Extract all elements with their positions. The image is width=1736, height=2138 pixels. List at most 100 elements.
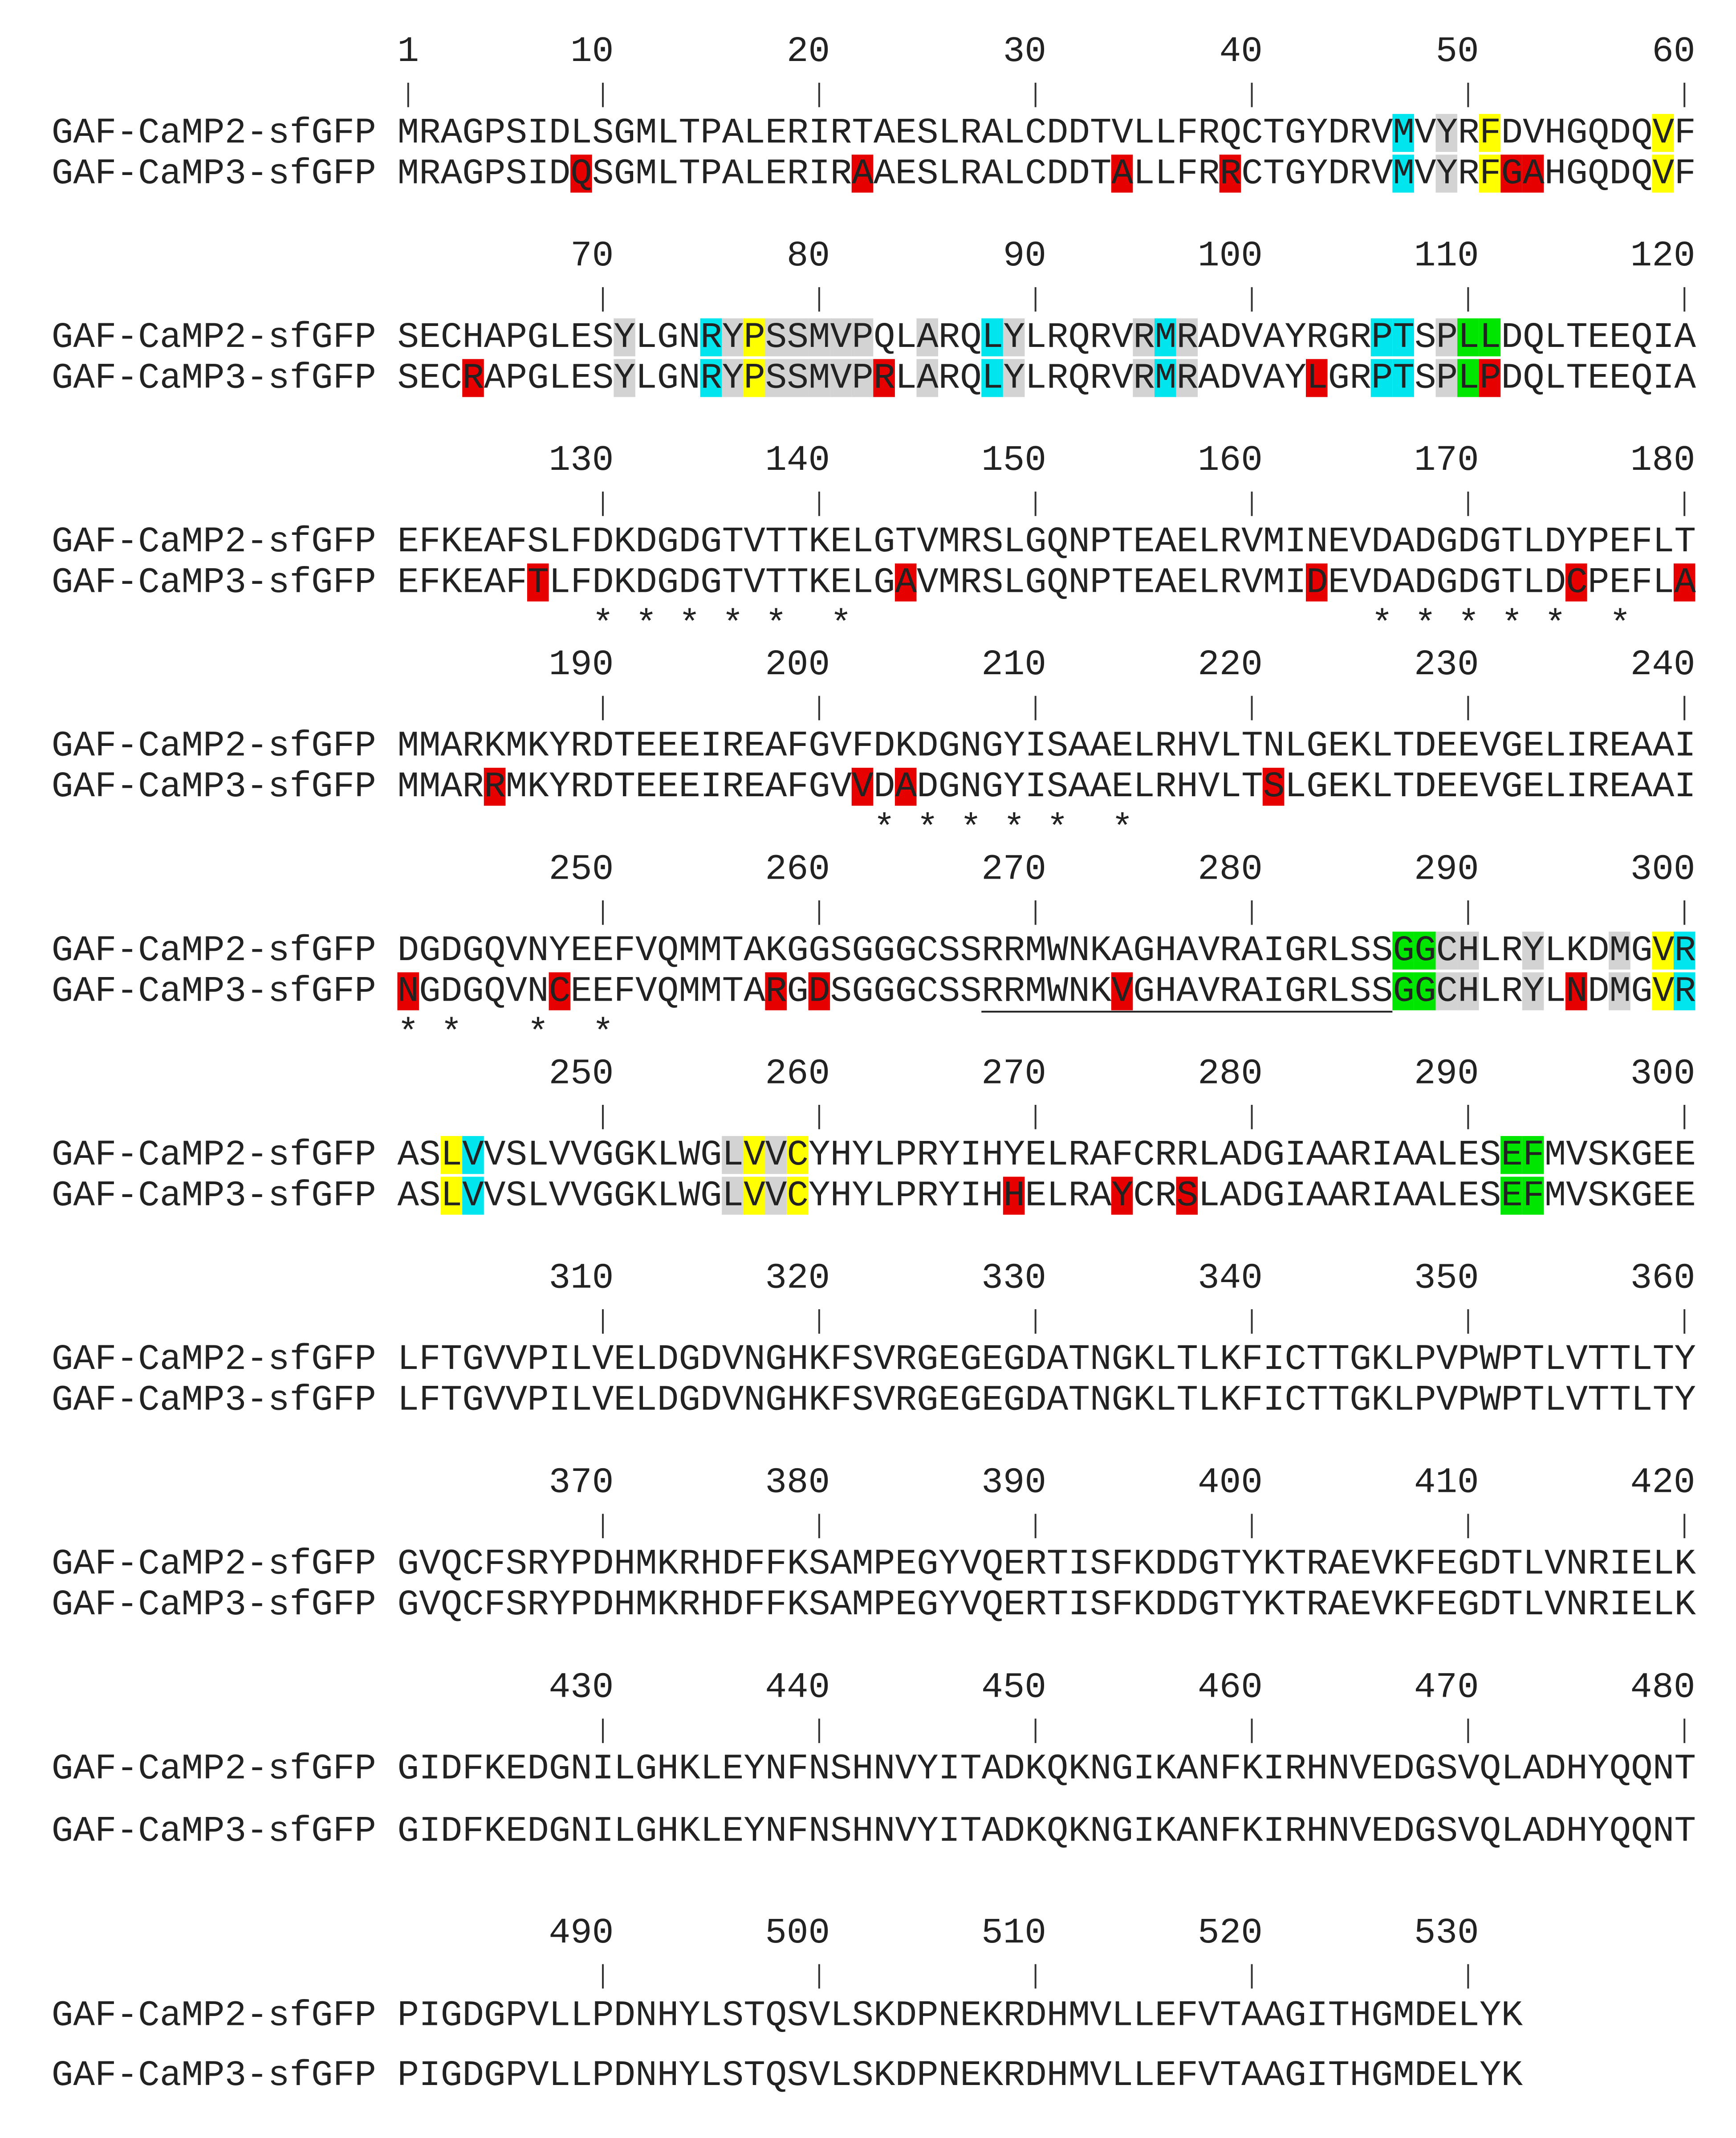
position-label: 410 <box>1414 1463 1479 1503</box>
residue-highlight <box>1435 972 1458 1010</box>
sequence: ASLVVSLVVGGKLWGLVVCYHYLPRYIHHELRAYCRSLAD… <box>397 1176 1695 1216</box>
residue-highlight <box>1565 563 1587 602</box>
residue-highlight <box>1479 114 1501 152</box>
residue-highlight <box>1522 931 1544 970</box>
residue-highlight <box>1176 359 1198 397</box>
sequence: MRAGPSIDQSGMLTPALERIRAAESLRALCDDTALLFRRC… <box>397 154 1695 194</box>
sequence: GIDFKEDGNILGHKLEYNFNSHNVYITADKQKNGIKANFK… <box>397 1749 1695 1789</box>
residue-highlight <box>1370 318 1393 357</box>
residue-highlight <box>808 359 830 397</box>
position-label: 430 <box>549 1668 614 1708</box>
residue-highlight <box>614 318 635 357</box>
residue-highlight <box>440 1177 463 1215</box>
sequence-name: GAF-CaMP2-sfGFP <box>52 113 376 154</box>
sequence-name: GAF-CaMP2-sfGFP <box>52 1135 376 1176</box>
position-label: 510 <box>981 1913 1046 1954</box>
residue-highlight <box>786 1136 809 1174</box>
residue-highlight <box>743 359 765 397</box>
residue-highlight <box>1392 318 1414 357</box>
position-label: 520 <box>1198 1913 1263 1954</box>
residue-highlight <box>1154 359 1176 397</box>
position-label: 300 <box>1630 849 1695 890</box>
position-label: 290 <box>1414 849 1479 890</box>
residue-highlight <box>1522 972 1544 1010</box>
residue-highlight <box>1414 972 1436 1010</box>
residue-highlight <box>397 972 419 1010</box>
sequence: LFTGVVPILVELDGDVNGHKFSVRGEGEGDATNGKLTLKF… <box>397 1380 1695 1421</box>
alignment-block: 310 320 330 340 350 360 GAF-CaMP2-sfGFP LFTGVVP… <box>52 1258 1696 1421</box>
sequence: SECRAPGLESYLGNRYPSSMVPRLARQLYLRQRVRMRADV… <box>397 358 1696 399</box>
position-label: 60 <box>1652 32 1695 72</box>
residue-highlight <box>851 768 874 806</box>
position-label: 120 <box>1630 236 1695 277</box>
position-label: 530 <box>1414 1913 1479 1954</box>
residue-highlight <box>1133 359 1155 397</box>
position-label: 160 <box>1198 440 1263 481</box>
residue-highlight <box>743 318 765 357</box>
sequence-name: GAF-CaMP3-sfGFP <box>52 1585 376 1625</box>
residue-highlight <box>527 563 549 602</box>
residue-highlight <box>786 359 809 397</box>
residue-highlight <box>1392 931 1414 970</box>
sequence: MMARRMKYRDTEEEIREAFGVVDADGNGYISAAELRHVLT… <box>397 767 1695 807</box>
sequence-name: GAF-CaMP2-sfGFP <box>52 726 376 767</box>
position-label: 130 <box>549 440 614 481</box>
position-label: 300 <box>1630 1054 1695 1094</box>
sequence-name: GAF-CaMP2-sfGFP <box>52 1996 376 2036</box>
residue-highlight <box>743 1136 765 1174</box>
residue-highlight <box>1305 359 1328 397</box>
position-label: 420 <box>1630 1463 1695 1503</box>
residue-highlight <box>1111 155 1133 193</box>
position-label: 320 <box>765 1258 830 1299</box>
residue-highlight <box>1673 931 1695 970</box>
residue-highlight <box>765 359 787 397</box>
residue-highlight <box>1435 318 1458 357</box>
residue-highlight <box>1003 1177 1025 1215</box>
residue-highlight <box>1435 114 1458 152</box>
residue-highlight <box>1305 563 1328 602</box>
residue-highlight <box>851 318 874 357</box>
position-label: 1 <box>397 32 419 72</box>
position-label: 340 <box>1198 1258 1263 1299</box>
residue-highlight <box>1176 1177 1198 1215</box>
residue-highlight <box>1003 359 1025 397</box>
residue-highlight <box>1176 318 1198 357</box>
alignment-block: 370 380 390 400 410 420 GAF-CaMP2-sfGFP GVQCFSR… <box>52 1463 1696 1625</box>
position-label: 30 <box>1003 32 1046 72</box>
residue-highlight <box>765 1177 787 1215</box>
residue-highlight <box>786 318 809 357</box>
position-label: 80 <box>787 236 830 277</box>
residue-highlight <box>830 318 852 357</box>
position-label: 490 <box>549 1913 614 1954</box>
alignment-block: 1 10 20 30 40 50 60 GAF-CaMP2-sfGFP MRAGPSIDLSGM… <box>52 32 1696 194</box>
residue-highlight <box>1414 931 1436 970</box>
residue-highlight <box>765 318 787 357</box>
residue-highlight <box>462 359 484 397</box>
position-label: 110 <box>1414 236 1479 277</box>
position-label: 140 <box>765 440 830 481</box>
residue-highlight <box>1479 318 1501 357</box>
sequence-name: GAF-CaMP2-sfGFP <box>52 522 376 562</box>
residue-highlight <box>1111 972 1133 1010</box>
residue-highlight <box>981 359 1003 397</box>
position-label: 400 <box>1198 1463 1263 1503</box>
position-label: 290 <box>1414 1054 1479 1094</box>
sequence-name: GAF-CaMP3-sfGFP <box>52 767 376 807</box>
ef-hand-stars: * * * * <box>397 1014 614 1054</box>
residue-highlight <box>1652 931 1674 970</box>
alignment-block: 490 500 510 520 530 GAF-CaMP2-sfGFP PIGDGPVLLP… <box>52 1913 1523 2096</box>
sequence: GVQCFSRYPDHMKRHDFFKSAMPEGYVQERTISFKDDGTY… <box>397 1544 1696 1584</box>
residue-highlight <box>765 1136 787 1174</box>
residue-highlight <box>1565 972 1587 1010</box>
residue-highlight <box>462 1177 484 1215</box>
residue-highlight <box>1003 318 1025 357</box>
sequence: PIGDGPVLLPDNHYLSTQSVLSKDPNEKRDHMVLLEFVTA… <box>397 1996 1523 2036</box>
alignment-block: 130 140 150 160 170 180 GAF-CaMP2-sfGFP EFKEAFS… <box>52 440 1696 645</box>
residue-highlight <box>1457 931 1479 970</box>
position-label: 250 <box>549 1054 614 1094</box>
residue-highlight <box>1219 155 1241 193</box>
residue-highlight <box>1457 972 1479 1010</box>
sequence-name: GAF-CaMP3-sfGFP <box>52 562 376 603</box>
